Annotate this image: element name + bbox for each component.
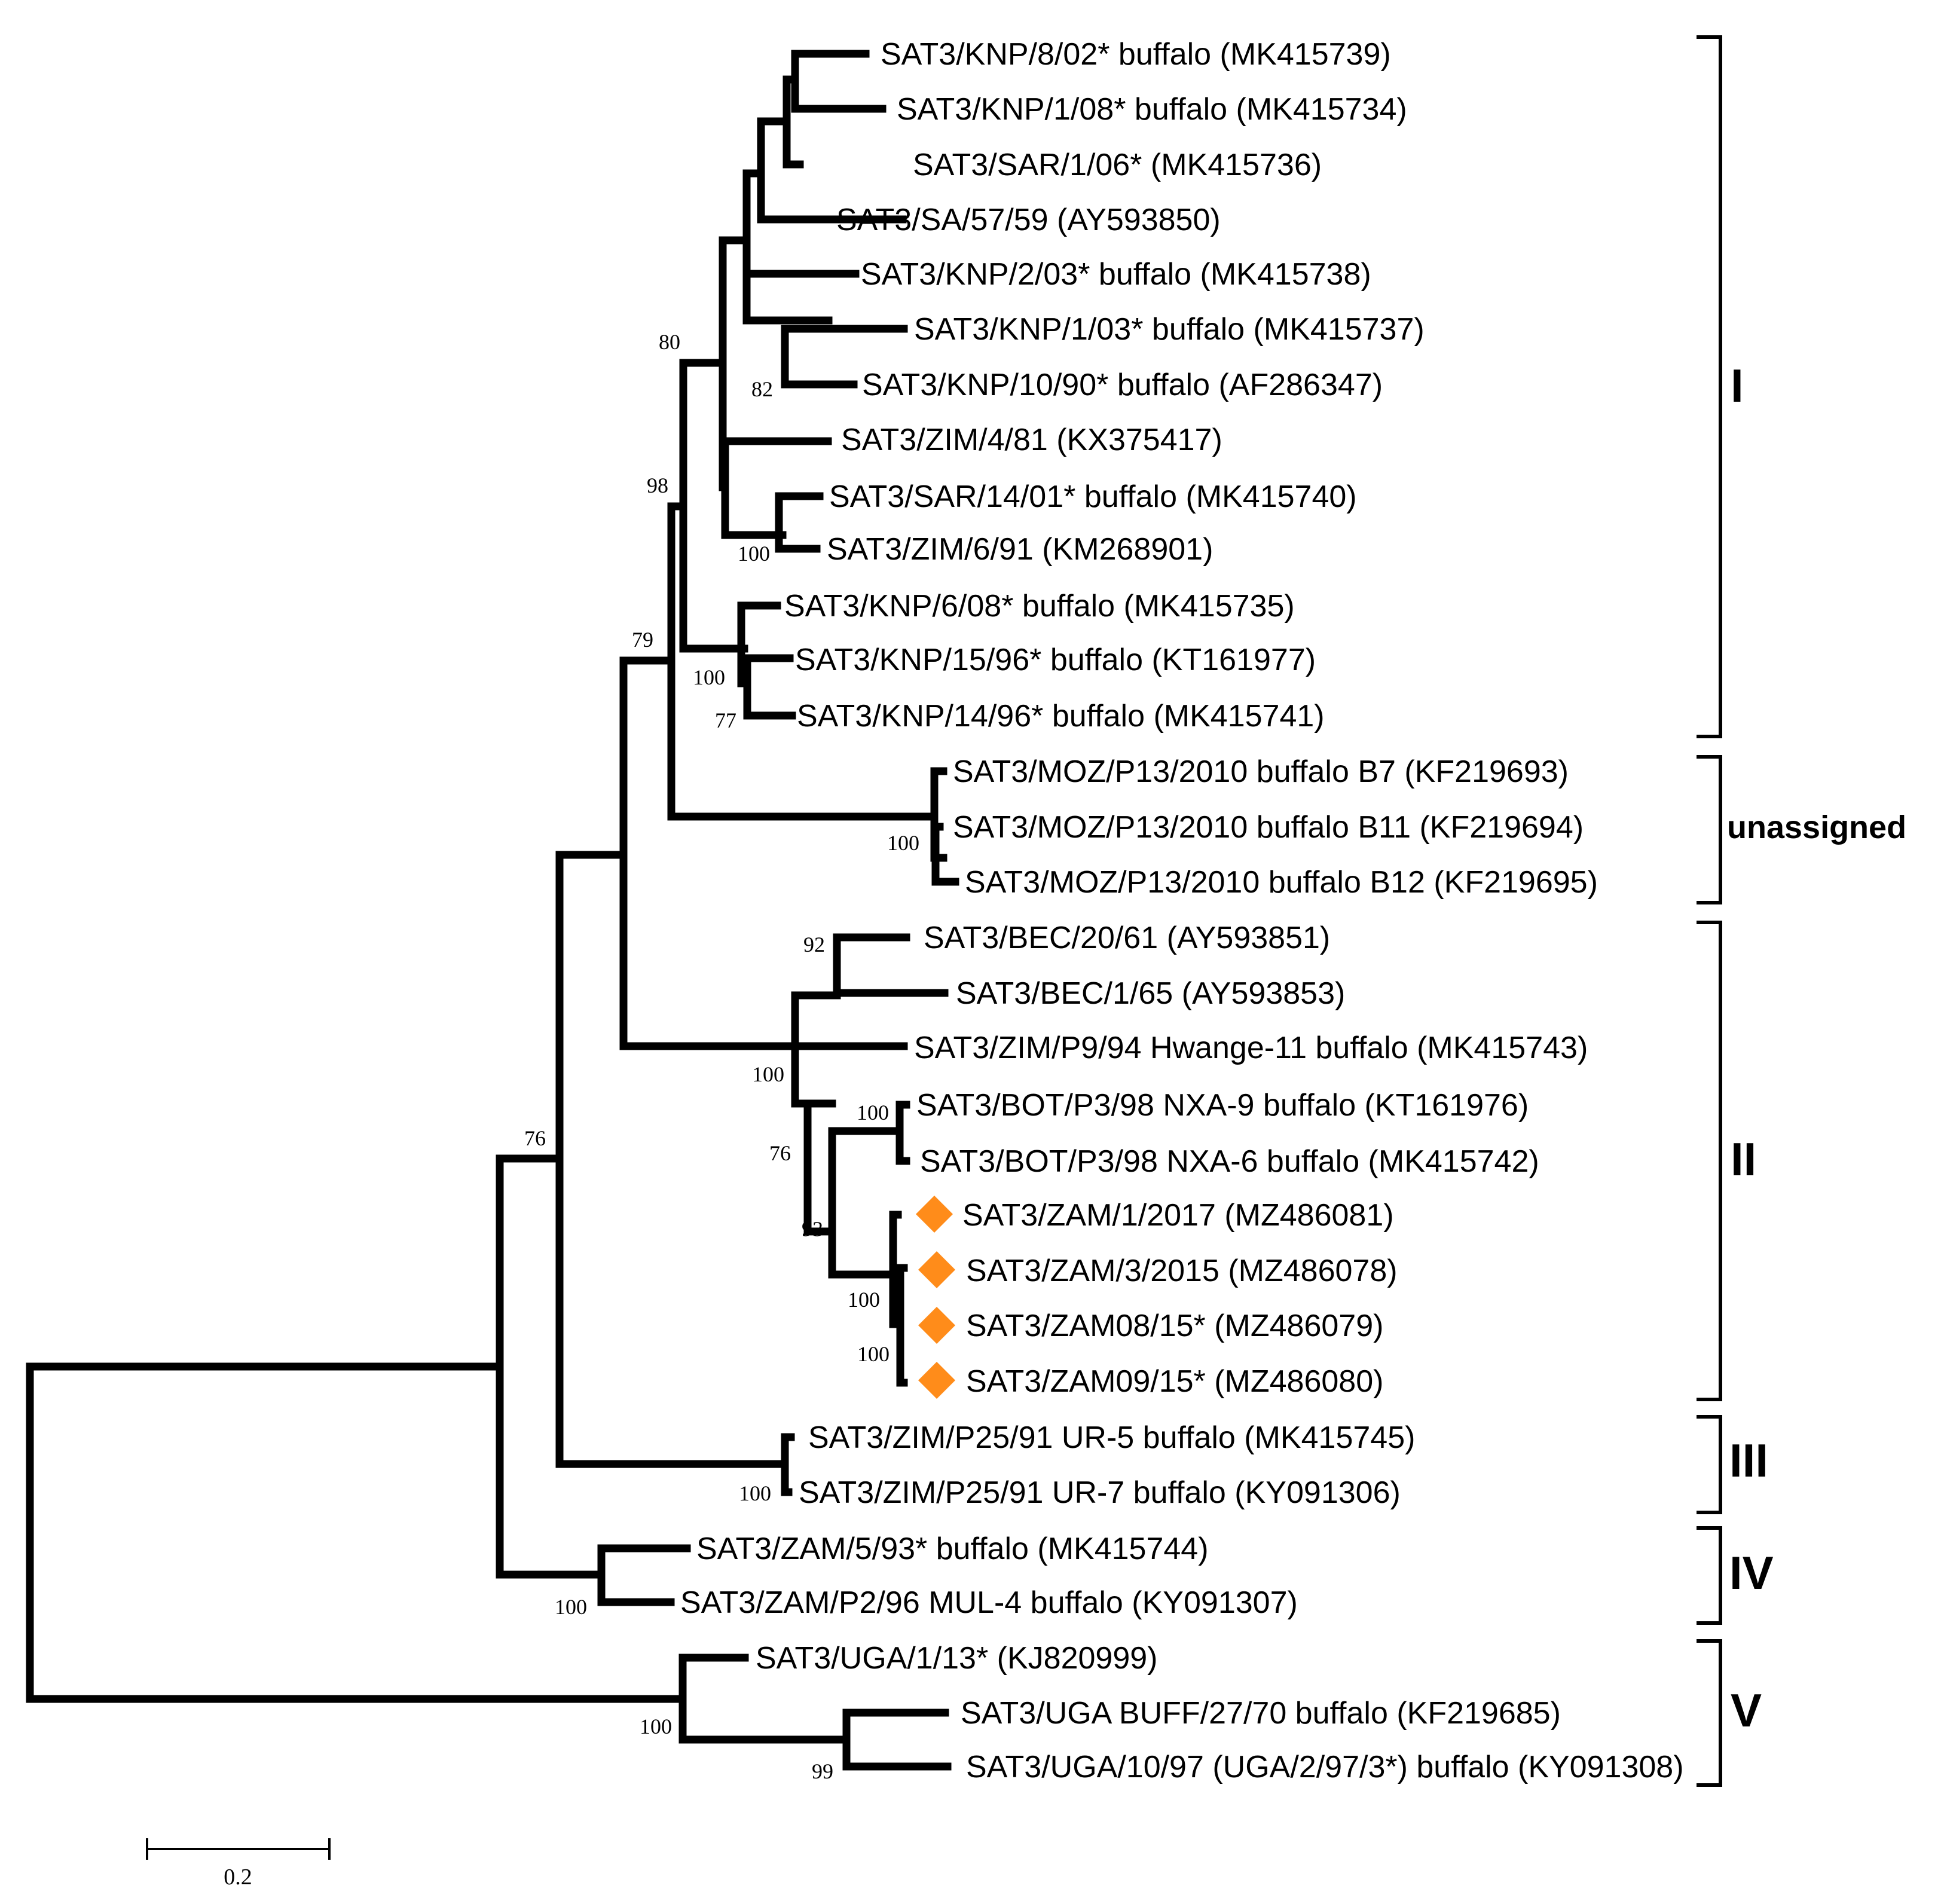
taxon-label: SAT3/ZAM08/15* (MZ486079) [966,1309,1383,1343]
branch-node-knp-100 [737,601,796,720]
bootstrap-value: 100 [857,1342,890,1366]
taxon-label: SAT3/ZIM/6/91 (KM268901) [827,532,1213,567]
bootstrap-value: 100 [857,1101,889,1124]
taxon-label: SAT3/ZIM/4/81 (KX375417) [841,423,1222,457]
clade-label-unassigned: unassigned [1727,809,1906,845]
clade-label-III: III [1729,1434,1768,1487]
bootstrap-value: 100 [752,1062,784,1086]
clade-bracket-IV [1697,1526,1722,1625]
clade-bracket-II [1697,921,1722,1401]
scale-bar-label: 0.2 [224,1865,252,1890]
taxon-label: SAT3/SAR/1/06* (MK415736) [913,148,1322,182]
branch-root [26,1362,687,1703]
taxon-label: SAT3/KNP/15/96* buffalo (KT161977) [795,643,1316,677]
bootstrap-value: 100 [739,1481,771,1505]
bootstrap-value: 76 [524,1126,546,1150]
taxon-label: SAT3/SAR/14/01* buffalo (MK415740) [829,479,1357,514]
bootstrap-value: 98 [647,473,668,497]
leaf-labels: SAT3/KNP/8/02* buffalo (MK415739) SAT3/K… [680,37,1684,1784]
branch-node-79 [619,656,799,1050]
branch-node-99 [842,1709,952,1771]
taxon-label: SAT3/UGA/1/13* (KJ820999) [756,1641,1158,1676]
branch-node-79-parent [555,851,789,1468]
bootstrap-value: 80 [659,330,680,354]
bootstrap-value: 79 [632,628,653,652]
bootstrap-value: 100 [555,1595,587,1619]
bootstrap-value: 93 [802,1217,823,1241]
tree-branches [26,50,959,1771]
taxon-label: SAT3/ZIM/P9/94 Hwange-11 buffalo (MK4157… [914,1031,1588,1065]
clade-bracket-I [1697,35,1722,738]
branch-node-ii-100 [791,991,908,1108]
branch-node-iii [781,1433,795,1496]
taxon-label: SAT3/UGA/10/97 (UGA/2/97/3*) buffalo (KY… [966,1750,1684,1784]
taxon-label: SAT3/ZAM/3/2015 (MZ486078) [966,1254,1398,1288]
taxon-label: SAT3/BEC/20/61 (AY593851) [924,921,1330,955]
taxon-label: SAT3/ZIM/P25/91 UR-5 buffalo (MK415745) [808,1420,1415,1455]
orange-diamond-icon [918,1362,955,1399]
orange-diamond-icon [918,1251,955,1288]
clade-label-IV: IV [1729,1547,1774,1599]
orange-diamond-icon [916,1196,953,1233]
scale-bar-line [146,1838,331,1860]
bootstrap-value: 100 [848,1288,880,1312]
branch-clade-I-backbone [719,236,832,539]
taxon-label: SAT3/KNP/1/03* buffalo (MK415737) [914,312,1425,347]
clade-bracket-V [1697,1639,1722,1787]
branch-node-93 [828,1127,904,1279]
taxon-label: SAT3/KNP/6/08* buffalo (MK415735) [784,589,1295,624]
clade-brackets: I unassigned II III IV V [1697,35,1906,1787]
bootstrap-value: 76 [769,1141,791,1165]
clade-label-I: I [1731,359,1744,412]
bootstrap-value: 100 [640,1714,672,1738]
orange-diamond-icon [918,1307,955,1344]
bootstrap-value: 82 [751,377,773,401]
branch-knp-pair [783,50,887,169]
branch-knp-subgroup [757,117,907,224]
branch-node-82 [781,325,908,389]
branch-node-moz [930,767,959,886]
scale-bar: 0.2 [146,1838,331,1890]
bootstrap-value: 100 [738,542,770,566]
branch-node-zam-2 [896,1264,908,1387]
branch-node-bot [895,1101,910,1165]
branch-node-76-ii [803,1099,836,1236]
bootstrap-value: 100 [887,831,919,855]
taxon-label: SAT3/KNP/1/08* buffalo (MK415734) [897,92,1407,127]
taxon-label: SAT3/ZIM/P25/91 UR-7 buffalo (KY091306) [799,1475,1401,1510]
bootstrap-value: 77 [715,708,736,732]
branch-node-92 [833,933,949,997]
taxon-label: SAT3/MOZ/P13/2010 buffalo B7 (KF219693) [953,754,1569,789]
taxon-label: SAT3/KNP/8/02* buffalo (MK415739) [881,37,1391,72]
bootstrap-value: 92 [803,933,825,956]
branch-node-80 [679,359,748,653]
taxon-label: SAT3/KNP/2/03* buffalo (MK415738) [861,257,1371,292]
clade-bracket-III [1697,1415,1722,1514]
taxon-label: SAT3/ZAM/P2/96 MUL-4 buffalo (KY091307) [680,1585,1298,1620]
taxon-label: SAT3/MOZ/P13/2010 buffalo B12 (KF219695) [965,865,1598,900]
taxon-label: SAT3/KNP/14/96* buffalo (MK415741) [797,699,1325,734]
taxon-label: SAT3/BOT/P3/98 NXA-9 buffalo (KT161976) [916,1088,1529,1123]
taxon-label: SAT3/BOT/P3/98 NXA-6 buffalo (MK415742) [920,1144,1539,1179]
clade-bracket-unassigned [1697,755,1722,904]
taxon-label: SAT3/SA/57/59 (AY593850) [836,203,1221,237]
clade-label-II: II [1731,1133,1756,1185]
branch-node-v [678,1654,851,1744]
taxon-label: SAT3/KNP/10/90* buffalo (AF286347) [862,368,1383,402]
bootstrap-value: 99 [812,1759,833,1783]
study-isolate-markers [916,1196,955,1399]
branch-node-zim-100 [775,492,824,553]
bootstrap-value: 100 [693,665,725,689]
branch-node-iv [597,1544,691,1606]
branch-node-76 [496,1154,606,1579]
taxon-label: SAT3/ZAM/1/2017 (MZ486081) [962,1198,1394,1233]
taxon-label: SAT3/ZAM09/15* (MZ486080) [966,1364,1383,1399]
clade-label-V: V [1731,1684,1762,1737]
taxon-label: SAT3/ZAM/5/93* buffalo (MK415744) [696,1532,1209,1566]
taxon-label: SAT3/UGA BUFF/27/70 buffalo (KF219685) [961,1696,1561,1731]
bootstrap-values: 80 82 98 100 79 100 77 100 92 100 100 76… [524,330,919,1783]
taxon-label: SAT3/MOZ/P13/2010 buffalo B11 (KF219694) [953,810,1584,845]
taxon-label: SAT3/BEC/1/65 (AY593853) [956,976,1345,1011]
